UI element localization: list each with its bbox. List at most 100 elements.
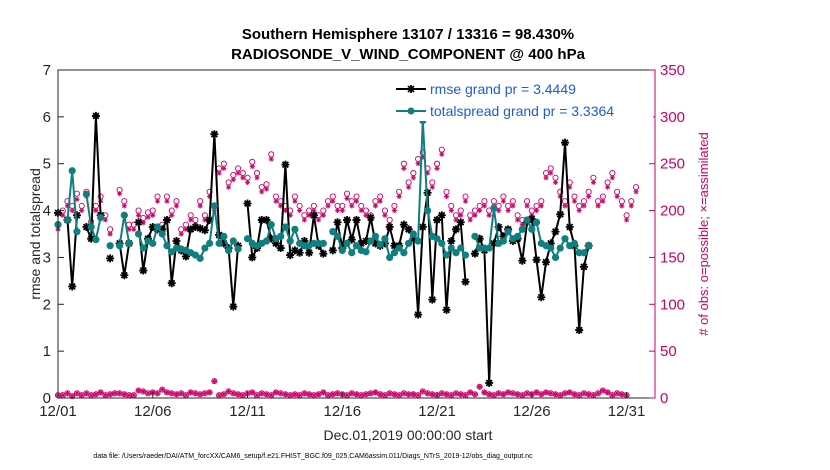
obs-assimilated-upper--point [500,198,506,204]
y2-tick-label: 250 [660,156,685,173]
obs-assimilated-upper--point [590,179,597,186]
y-axis-label: rmse and totalspread [27,168,43,300]
totalspread-point [338,246,346,254]
totalspread-point [158,230,166,238]
obs-assimilated-point [315,391,322,397]
obs-assimilated-point [135,387,142,394]
rmse-point [361,237,370,246]
obs-assimilated-point [420,388,426,395]
obs-assimilated-upper--point [628,203,634,209]
totalspread-point [556,244,564,252]
obs-assimilated-point [183,392,189,398]
totalspread-point [362,248,370,256]
obs-assimilated-upper--point [377,198,383,204]
obs-assimilated-upper--point [462,198,469,204]
obs-assimilated-upper--point [623,217,630,223]
obs-assimilated-upper--point [448,207,454,214]
obs-assimilated-upper--point [576,207,582,214]
obs-assimilated-point [164,389,170,395]
totalspread-point [442,251,451,259]
obs-assimilated-point [586,391,592,397]
obs-assimilated-point [173,391,180,397]
totalspread-point [291,225,299,233]
totalspread-point [532,218,541,226]
obs-assimilated-upper--point [306,212,312,218]
totalspread-point [518,225,526,233]
obs-assimilated-upper--point [633,189,639,195]
obs-assimilated-upper--point [297,207,303,214]
obs-assimilated-point [448,392,454,398]
rmse-point [366,213,375,222]
legend-box [393,79,653,121]
obs-assimilated-upper--point [581,203,587,209]
obs-assimilated-upper--point [140,220,146,226]
obs-assimilated-point [230,390,236,396]
obs-assimilated-point [334,390,341,396]
totalspread-point [352,242,361,250]
obs-assimilated-point [514,391,521,397]
rmse-point [181,252,190,261]
totalspread-point [220,232,228,240]
rmse-point [494,222,503,231]
rmse-point [229,302,238,311]
chart-subtitle: RADIOSONDE_V_WIND_COMPONENT @ 400 hPa [231,46,586,63]
rmse-point [399,220,408,229]
obs-assimilated-upper--point [363,212,369,218]
obs-assimilated-upper--point [183,226,189,232]
totalspread-point [376,240,384,248]
y2-axis-label: # of obs: o=possible; ×=assimilated [696,132,711,335]
obs-assimilated-upper--point [429,184,435,190]
y2-tick-label: 150 [660,249,685,266]
obs-assimilated-point [401,390,407,396]
obs-assimilated-upper--point [173,203,180,209]
right-y-axis: 0 50 100 150 200 250 300 350 [649,62,685,407]
obs-assimilated-point [477,384,483,390]
obs-assimilated-upper--point [64,203,71,209]
totalspread-point [92,236,100,244]
obs-assimilated-upper--point [609,175,615,181]
obs-assimilated-point [424,390,431,396]
obs-assimilated-upper--point [496,207,502,214]
obs-assimilated-upper--point [107,231,113,237]
obs-assimilated-upper--point [510,203,516,209]
legend-spread-marker [407,107,415,115]
obs-assimilated-upper--point [188,217,194,223]
totalspread-point [163,242,171,250]
rmse-point [295,248,304,257]
obs-assimilated-point [83,390,90,396]
obs-assimilated-upper--point [216,170,222,176]
obs-assimilated-upper--point [519,222,525,228]
obs-assimilated-point [609,392,615,398]
x-axis-label: Dec.01,2019 00:00:00 start [324,427,493,443]
rmse-point [433,215,442,224]
rmse-point [219,239,228,248]
totalspread-point [570,239,579,247]
obs-assimilated-point [60,392,66,398]
obs-assimilated-point [188,389,194,395]
obs-assimilated-upper--point [292,198,298,204]
obs-assimilated-point [614,390,620,396]
totalspread-point [277,232,285,240]
obs-assimilated-point [576,392,582,398]
obs-assimilated-upper--point [325,203,331,209]
obs-assimilated-point [225,388,232,395]
obs-assimilated-upper--point [619,203,625,209]
totalspread-point [414,237,422,245]
rmse-point [418,222,427,231]
rmse-point [442,305,451,314]
obs-assimilated-upper--point [605,184,611,190]
totalspread-point [367,237,375,245]
totalspread-point [400,249,408,257]
obs-assimilated-upper--point [524,203,530,209]
rmse-point [290,246,299,255]
rmse-point [409,234,418,243]
obs-assimilated-upper--point [382,212,388,218]
obs-assimilated-point [467,389,473,395]
obs-assimilated-upper--point [372,203,379,209]
totalspread-point [149,239,157,247]
obs-assimilated-point [102,392,108,398]
obs-assimilated-point [325,392,331,398]
obs-assimilated-upper--point [334,207,341,214]
rmse-point [565,222,574,231]
obs-assimilated-point [311,392,317,398]
